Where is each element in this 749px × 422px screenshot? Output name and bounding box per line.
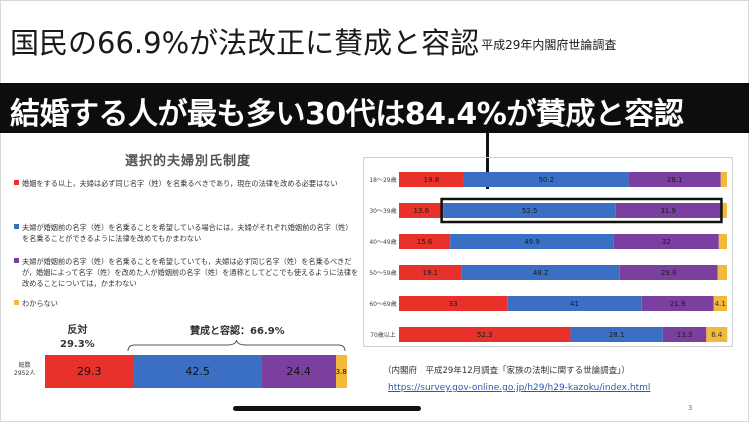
age-bar-value-label: 41 bbox=[570, 300, 579, 308]
age-bar-value-label: 21.9 bbox=[670, 300, 686, 308]
age-bar-value-label: 49.9 bbox=[524, 238, 540, 246]
total-label-group: 総数 2952人 bbox=[14, 362, 35, 378]
age-bar-value-label: 52.5 bbox=[522, 207, 538, 215]
age-bar-segment bbox=[399, 327, 571, 342]
legend-text: 夫婦が婚姻前の名字（姓）を名乗ることを希望していても，夫婦は必ず同じ名字（姓）を… bbox=[22, 257, 359, 288]
age-category-label: 18～29歳 bbox=[369, 176, 396, 184]
page-number: 3 bbox=[688, 404, 693, 412]
title-main: 国民の66.9%が法改正に賛成と容認 bbox=[10, 26, 480, 60]
legend-text: 夫婦が婚姻前の名字（姓）を名乗ることを希望している場合には，夫婦がそれぞれ婚姻前… bbox=[22, 223, 353, 243]
overall-bar-segment: 42.5 bbox=[133, 355, 262, 388]
age-bar-segment bbox=[399, 296, 508, 311]
age-bar-segment bbox=[713, 296, 727, 311]
age-chart-frame bbox=[363, 157, 733, 347]
age-bar-value-label: 19.8 bbox=[424, 176, 440, 184]
approve-brace bbox=[127, 340, 346, 352]
age-bar-segment bbox=[720, 172, 727, 187]
age-bar-segment bbox=[399, 172, 464, 187]
age-bar-segment bbox=[507, 296, 642, 311]
scroll-indicator[interactable] bbox=[233, 406, 421, 411]
age-bar-segment bbox=[463, 172, 629, 187]
source-citation: （内閣府 平成29年12月調査「家族の法制に関する世論調査」） bbox=[383, 366, 630, 376]
age-bar-segment bbox=[628, 172, 721, 187]
legend-swatch-blue bbox=[14, 224, 19, 229]
age-bar-segment bbox=[443, 203, 616, 218]
age-category-label: 70歳以上 bbox=[370, 331, 396, 339]
legend-swatch-purple bbox=[14, 258, 19, 263]
total-label: 総数 bbox=[18, 362, 31, 369]
overall-stacked-bar: 29.3 42.5 24.4 3.8 bbox=[45, 355, 347, 388]
oppose-label: 反対 bbox=[67, 325, 88, 336]
total-n: 2952人 bbox=[14, 370, 36, 377]
overall-bar-segment: 24.4 bbox=[261, 355, 336, 388]
age-category-label: 60～69歳 bbox=[369, 300, 396, 308]
callout-pointer-line bbox=[486, 133, 489, 189]
age-bar-value-label: 4.1 bbox=[715, 300, 726, 308]
age-bar-value-label: 13.6 bbox=[414, 207, 430, 215]
age-bar-segment bbox=[461, 265, 620, 280]
banner-text: 結婚する人が最も多い30代は84.4%が賛成と容認 bbox=[10, 97, 684, 132]
age-bar-segment bbox=[641, 296, 714, 311]
headline-banner: 結婚する人が最も多い30代は84.4%が賛成と容認 bbox=[0, 83, 749, 133]
age-bar-segment bbox=[450, 234, 614, 249]
age-bar-value-label: 52.3 bbox=[477, 331, 493, 339]
legend-item-approve: 夫婦が婚姻前の名字（姓）を名乗ることを希望している場合には，夫婦がそれぞれ婚姻前… bbox=[14, 222, 359, 244]
age-category-label: 40～49歳 bbox=[369, 238, 396, 246]
age-bar-segment bbox=[619, 265, 718, 280]
legend-swatch-red bbox=[14, 180, 19, 185]
age-bar-value-label: 48.2 bbox=[533, 269, 549, 277]
overall-bar-segment: 29.3 bbox=[45, 355, 134, 388]
title-subtitle: 平成29年内閣府世論調査 bbox=[481, 38, 617, 52]
source-link[interactable]: https://survey.gov-online.go.jp/h29/h29-… bbox=[388, 383, 651, 393]
overall-bar-segment: 3.8 bbox=[335, 355, 347, 388]
age-bar-value-label: 31.9 bbox=[660, 207, 676, 215]
approve-annotation: 賛成と容認：66.9% bbox=[190, 326, 285, 337]
age-bar-segment bbox=[706, 327, 728, 342]
age-bar-segment bbox=[717, 265, 727, 280]
age-bar-segment bbox=[399, 265, 462, 280]
age-bar-segment bbox=[615, 203, 721, 218]
age-bar-value-label: 33 bbox=[449, 300, 458, 308]
age-bar-value-label: 29.8 bbox=[661, 269, 677, 277]
age-bar-value-label: 6.4 bbox=[711, 331, 723, 339]
highlight-box bbox=[440, 197, 723, 224]
age-bar-value-label: 32 bbox=[662, 238, 671, 246]
age-bar-value-label: 50.2 bbox=[538, 176, 554, 184]
left-chart-title: 選択的夫婦別氏制度 bbox=[125, 154, 252, 169]
legend-item-oppose: 婚姻をする以上，夫婦は必ず同じ名字（姓）を名乗るべきであり，現在の法律を改める必… bbox=[14, 178, 359, 189]
oppose-annotation: 反対 29.3% bbox=[60, 324, 95, 352]
age-bar-segment bbox=[570, 327, 663, 342]
legend-text: 婚姻をする以上，夫婦は必ず同じ名字（姓）を名乗るべきであり，現在の法律を改める必… bbox=[22, 179, 338, 188]
age-bar-segment bbox=[613, 234, 719, 249]
age-bar-segment bbox=[662, 327, 707, 342]
legend-swatch-yellow bbox=[14, 300, 19, 305]
age-bar-segment bbox=[399, 234, 451, 249]
legend-item-accept: 夫婦が婚姻前の名字（姓）を名乗ることを希望していても，夫婦は必ず同じ名字（姓）を… bbox=[14, 256, 359, 289]
age-bar-value-label: 19.1 bbox=[423, 269, 439, 277]
age-bar-segment bbox=[718, 234, 727, 249]
age-bar-segment bbox=[399, 203, 444, 218]
slide-title: 国民の66.9%が法改正に賛成と容認 平成29年内閣府世論調査 bbox=[10, 20, 616, 60]
age-bar-value-label: 28.1 bbox=[667, 176, 683, 184]
age-group-chart: 18～29歳 19.8 50.2 28.1 30～39歳 13.6 52.5 31.9 40～4… bbox=[369, 172, 728, 342]
legend-item-unknown: わからない bbox=[14, 298, 359, 309]
age-bar-value-label: 28.1 bbox=[609, 331, 625, 339]
age-category-label: 50～59歳 bbox=[369, 269, 396, 277]
legend-text: わからない bbox=[22, 299, 58, 308]
age-bar-segment bbox=[720, 203, 727, 218]
age-bar-value-label: 13.3 bbox=[677, 331, 693, 339]
age-bar-value-label: 15.6 bbox=[417, 238, 433, 246]
oppose-value: 29.3% bbox=[60, 339, 95, 350]
age-category-label: 30～39歳 bbox=[369, 207, 396, 215]
